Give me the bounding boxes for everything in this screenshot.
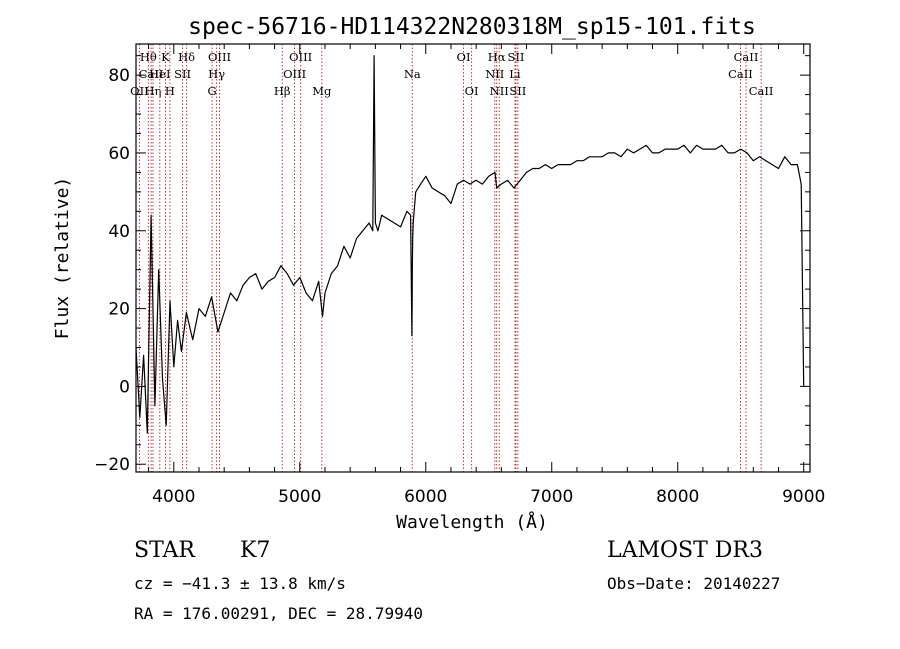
y-tick-label: 20 [108, 300, 130, 320]
plot-frame [135, 43, 811, 473]
y-tick-label: 60 [108, 144, 130, 164]
y-tick-label: −20 [94, 455, 130, 475]
spectral-line-label: NII [485, 67, 504, 81]
x-tick-label: 7000 [530, 487, 573, 507]
spectral-line-label: CaII [728, 67, 753, 81]
redshift-text: cz = −41.3 ± 13.8 km/s [134, 574, 346, 593]
flux-series [135, 55, 805, 434]
y-tick-label: 40 [108, 222, 130, 242]
obs-date-text: Obs−Date: 20140227 [607, 574, 781, 593]
y-axis-label: Flux (relative) [52, 177, 73, 340]
spectral-line-label: H [165, 84, 175, 98]
spectral-line-label: NII [490, 84, 509, 98]
flux-line [135, 55, 805, 434]
spectral-line-label: OI [465, 84, 479, 98]
object-type: STAR [134, 538, 195, 563]
spectral-line-label: Hα [488, 50, 506, 64]
spectral-line-label: OIII [208, 50, 231, 64]
spectral-line-label: HeI [149, 67, 170, 81]
spectral-line-label: CaII [139, 67, 164, 81]
spectral-line-label: OI [457, 50, 471, 64]
y-tick-label: 0 [119, 377, 130, 397]
spectral-line-label: K [161, 50, 170, 64]
spectral-line-label: SII [507, 50, 524, 64]
x-tick-label: 4000 [152, 487, 195, 507]
spectral-line-label: SII [174, 67, 191, 81]
spectral-line-label: G [207, 84, 216, 98]
survey-name: LAMOST DR3 [607, 538, 763, 563]
spectral-subclass: K7 [240, 538, 271, 563]
x-tick-label: 6000 [404, 487, 447, 507]
spectral-line-label: OIII [289, 50, 312, 64]
spectral-line-label: SII [509, 84, 526, 98]
spectral-line-label: Hγ [208, 67, 225, 81]
spectral-line-label: Li [509, 67, 521, 81]
spectral-line-label: OIII [283, 67, 306, 81]
spectral-line-label: CaII [749, 84, 774, 98]
x-tick-label: 8000 [656, 487, 699, 507]
spectral-line-label: Hη [145, 84, 162, 98]
x-tick-label: 5000 [278, 487, 321, 507]
spectral-line-label: Hδ [178, 50, 195, 64]
spectral-line-label: Hβ [274, 84, 291, 98]
spectral-line-label: OII [130, 84, 149, 98]
x-tick-label: 9000 [782, 487, 825, 507]
spectral-line-label: Hθ [140, 50, 157, 64]
coordinates-text: RA = 176.00291, DEC = 28.79940 [134, 604, 423, 623]
chart-title: spec-56716-HD114322N280318M_sp15-101.fit… [188, 14, 756, 40]
spectral-line-label: Mg [312, 84, 332, 98]
spectral-line-label: Na [404, 67, 421, 81]
spectral-line-label: CaII [734, 50, 759, 64]
x-axis-label: Wavelength (Å) [396, 511, 548, 533]
y-tick-label: 80 [108, 66, 130, 86]
axis-ticks: 4000 5000 6000 7000 8000 9000 −20 0 20 40 60 80 [94, 44, 825, 507]
